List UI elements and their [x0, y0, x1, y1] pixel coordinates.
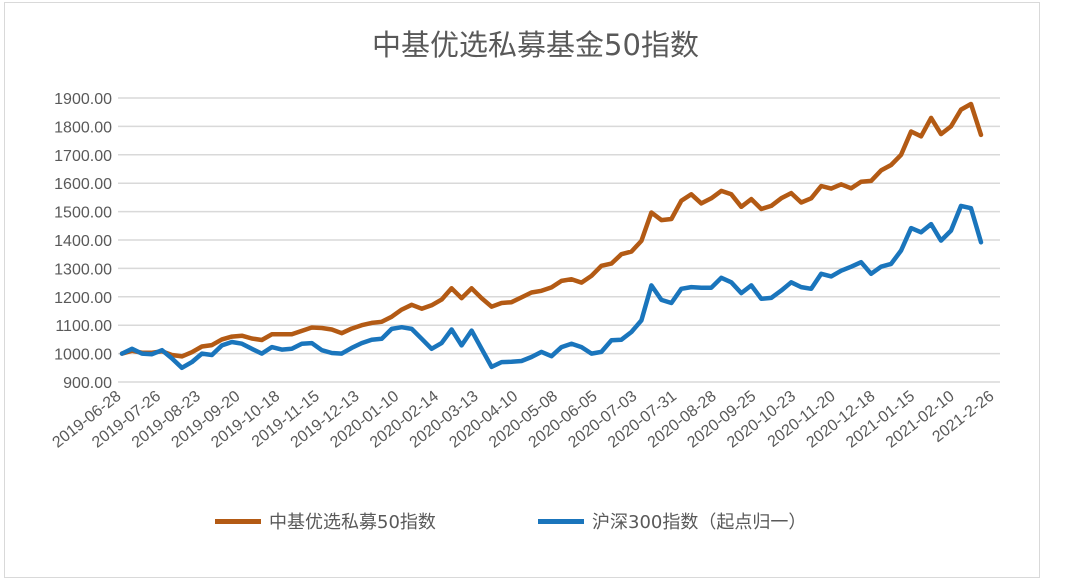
- y-tick-label: 1400.00: [54, 233, 112, 250]
- chart-frame: [4, 2, 1040, 578]
- legend-item-fund-index: 中基优选私募50指数: [215, 508, 436, 534]
- legend-item-csi300: 沪深300指数（起点归一）: [538, 508, 806, 534]
- y-tick-label: 1200.00: [54, 290, 112, 307]
- legend-label-fund: 中基优选私募50指数: [269, 512, 436, 533]
- chart-title: 中基优选私募基金50指数: [372, 28, 699, 62]
- y-tick-label: 1300.00: [54, 261, 112, 278]
- y-tick-label: 1000.00: [54, 347, 112, 364]
- y-tick-label: 1800.00: [54, 119, 112, 136]
- y-tick-label: 1100.00: [55, 318, 112, 335]
- y-tick-label: 1900.00: [54, 91, 112, 108]
- legend-swatch-fund: [215, 518, 261, 524]
- legend-label-csi300: 沪深300指数（起点归一）: [592, 512, 807, 533]
- legend-swatch-csi300: [538, 518, 584, 524]
- series-line-fund-index: [119, 101, 984, 359]
- y-tick-label: 1700.00: [54, 148, 112, 165]
- y-tick-label: 1600.00: [54, 176, 112, 193]
- y-tick-label: 1500.00: [54, 205, 112, 222]
- y-tick-label: 900.00: [63, 375, 112, 392]
